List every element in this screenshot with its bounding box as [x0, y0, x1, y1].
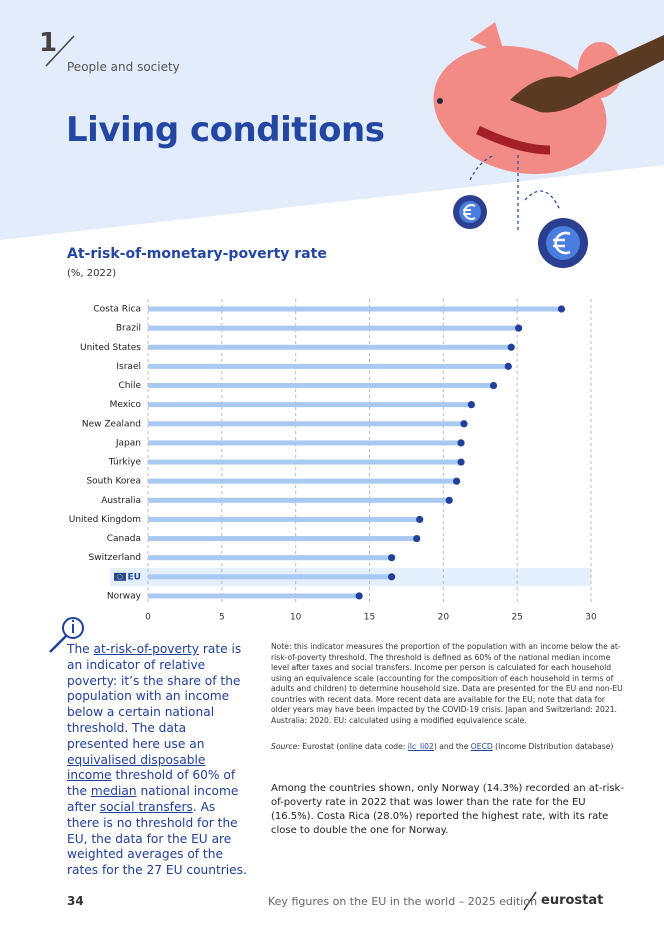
source-link: ilc_li02 [407, 742, 434, 751]
glossary-link: equivalised disposable income [67, 752, 206, 783]
bar-marker [416, 515, 424, 524]
magnifier-icon [49, 617, 84, 653]
bar-marker [557, 305, 566, 313]
body-text: Among the countries shown, only Norway (… [271, 783, 624, 836]
sidebar-segment: national income after [67, 784, 239, 814]
y-tick-label: Mexico [110, 400, 142, 410]
y-tick-label: South Korea [86, 477, 141, 487]
glossary-link: social transfers [99, 799, 193, 814]
bar-marker [457, 458, 465, 466]
source-segment: Source: [271, 742, 300, 751]
bar-marker [515, 324, 523, 332]
y-tick-label: United States [80, 343, 141, 353]
y-tick-label: Canada [107, 534, 141, 544]
brand: eurostat [541, 893, 604, 908]
bar-marker [467, 401, 475, 409]
sidebar-text: The at-risk-of-poverty rate is an indica… [67, 642, 249, 879]
x-tick-label: 25 [511, 613, 522, 623]
x-tick-label: 30 [585, 613, 597, 623]
bar [148, 383, 494, 389]
bar [148, 421, 465, 427]
source-segment: ) and the [433, 742, 471, 751]
y-tick-label: United Kingdom [69, 515, 141, 525]
source-segment: (Income Distribution database) [492, 742, 614, 751]
x-tick-label: 5 [219, 613, 225, 623]
bar [148, 593, 360, 599]
source-segment: Eurostat (online data code: [299, 742, 408, 751]
piggy-bank [433, 22, 664, 268]
bar [148, 306, 562, 312]
y-tick-label: EU [128, 572, 141, 582]
sidebar-segment: threshold of 60% of the [67, 768, 236, 799]
page-title: Living conditions [66, 110, 385, 150]
bar-marker [489, 381, 498, 390]
eu-flag-stars [117, 574, 123, 580]
footer-slash [523, 891, 537, 911]
bar [148, 363, 509, 369]
bar-marker [460, 420, 468, 428]
y-tick-label: Israel [116, 362, 141, 372]
bar-marker [457, 439, 465, 447]
bar [148, 516, 420, 522]
source-link: OECD [470, 742, 493, 751]
publication: Key figures on the EU in the world – 202… [268, 895, 538, 908]
chart-subtitle: (%, 2022) [67, 268, 117, 279]
bar [148, 344, 512, 350]
sidebar-segment: rate is an indicator of relative poverty… [67, 642, 242, 751]
y-tick-label: Australia [101, 496, 141, 506]
section-slash [45, 35, 75, 67]
x-tick-label: 15 [364, 613, 375, 623]
bar-marker [388, 554, 396, 562]
bar [148, 497, 450, 503]
x-tick-label: 0 [145, 613, 151, 623]
bar-marker [355, 592, 363, 600]
bar [148, 325, 519, 331]
bar [148, 440, 462, 446]
y-tick-label: Japan [115, 438, 141, 448]
x-tick-label: 20 [438, 613, 450, 623]
source: Source: Eurostat (online data code: ilc_… [271, 742, 626, 753]
y-tick-label: Chile [118, 381, 141, 391]
bar-marker [507, 343, 515, 351]
bar [148, 402, 472, 408]
bar [148, 478, 457, 484]
bar-marker [453, 477, 461, 485]
glossary-link: at-risk-of-poverty [93, 642, 200, 656]
bar [148, 574, 392, 580]
y-tick-label: Switzerland [89, 553, 142, 563]
section-name: People and society [67, 60, 180, 74]
bar-marker [504, 362, 512, 370]
eu-flag [114, 572, 126, 581]
bar [148, 459, 462, 465]
x-tick-label: 10 [290, 613, 302, 623]
glossary-link: median [90, 784, 137, 799]
y-tick-label: Brazil [116, 324, 141, 334]
y-tick-label: New Zealand [82, 419, 141, 429]
chart-title: At-risk-of-monetary-poverty rate [67, 246, 327, 262]
sidebar-segment: . As there is no threshold for the EU, t… [67, 799, 247, 878]
bar [148, 555, 392, 561]
section-number: 1 [39, 28, 58, 58]
y-tick-label: Norway [107, 591, 142, 601]
y-tick-label: Türkiye [108, 458, 142, 468]
y-tick-label: Costa Rica [93, 305, 141, 315]
bar-marker [413, 534, 421, 543]
note: Note: this indicator measures the propor… [271, 642, 623, 725]
page-number: 34 [67, 894, 84, 908]
bar-marker [445, 496, 453, 504]
bar [148, 536, 417, 542]
sidebar-segment: The [67, 642, 94, 656]
bar-marker [388, 573, 396, 581]
